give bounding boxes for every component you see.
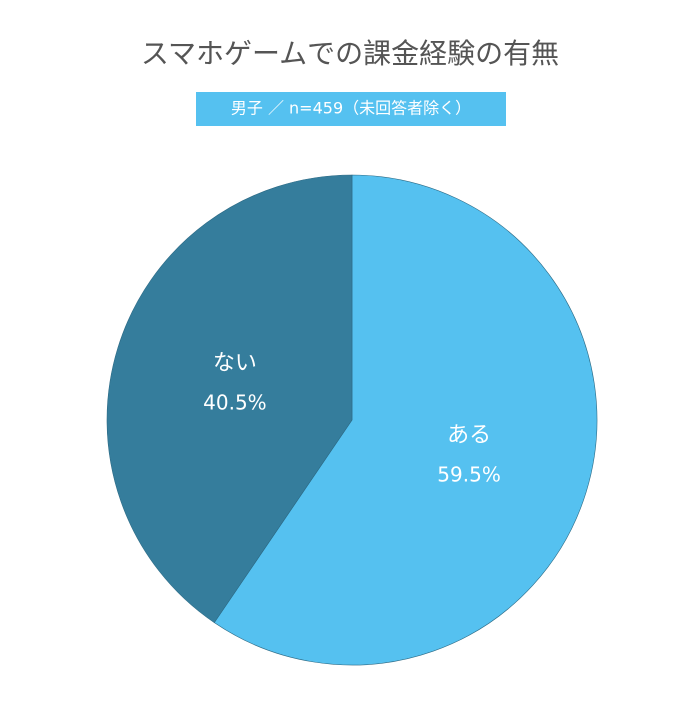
slice-label: ある	[447, 423, 491, 448]
chart-subtitle: 男子 ／ n=459（未回答者除く）	[231, 99, 471, 118]
pie-slice	[106, 174, 353, 624]
chart-title: スマホゲームでの課金経験の有無	[141, 37, 559, 70]
value-label: 59.5%	[437, 463, 501, 487]
subtitle-box	[196, 92, 506, 126]
value-label: 40.5%	[203, 390, 267, 414]
pie-slice	[213, 174, 598, 666]
slice-label: ない	[213, 351, 257, 376]
